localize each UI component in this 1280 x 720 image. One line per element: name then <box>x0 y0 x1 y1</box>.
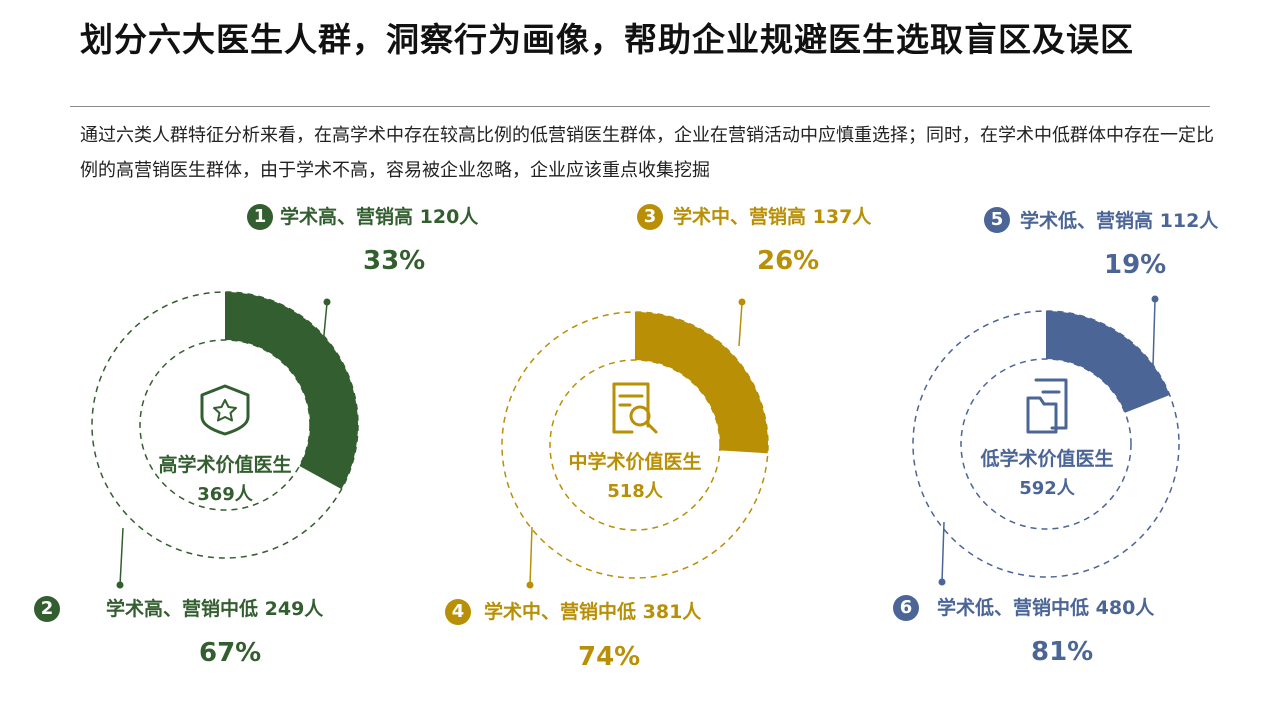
slice-high-marketing-high <box>225 292 359 490</box>
donut-chart-high <box>91 291 359 589</box>
slice-label-1-count: 120人 <box>419 206 479 228</box>
slice-label-3: 学术中、营销高 137人 <box>673 205 871 229</box>
star-badge-icon <box>200 384 250 436</box>
donut-chart-mid <box>501 298 769 589</box>
slice-mid-marketing-high <box>635 312 768 454</box>
center-label-high: 高学术价值医生 369人 <box>140 450 310 510</box>
center-total-high: 369人 <box>197 484 253 505</box>
donut-chart-low <box>912 295 1180 586</box>
page-subtitle: 通过六类人群特征分析来看，在高学术中存在较高比例的低营销医生群体，企业在营销活动… <box>80 125 1214 181</box>
leader-dot-top-high <box>323 298 331 306</box>
document-search-icon <box>612 382 658 434</box>
inner-dashed-ring-high <box>139 339 311 511</box>
outer-dashed-ring-low <box>912 310 1180 578</box>
page-title: 划分六大医生人群，洞察行为画像，帮助企业规避医生选取盲区及误区 <box>80 20 1134 59</box>
badge-2: 2 <box>34 596 60 622</box>
title-divider <box>70 106 1210 107</box>
leader-dot-bottom-high <box>116 581 124 589</box>
leader-dot-bottom-mid <box>526 581 534 589</box>
center-title-low: 低学术价值医生 <box>980 448 1114 470</box>
leader-line-bottom-high <box>119 527 124 586</box>
slice-label-6-count: 480人 <box>1095 597 1155 619</box>
percent-label-1: 33% <box>363 246 426 276</box>
center-total-mid: 518人 <box>607 481 663 502</box>
slice-label-2-count: 249人 <box>264 598 324 620</box>
inner-dashed-ring-low <box>960 358 1132 530</box>
slice-label-1-text: 学术高、营销高 <box>280 206 414 228</box>
slice-label-3-text: 学术中、营销高 <box>673 206 807 228</box>
leader-line-top-low <box>1152 299 1156 367</box>
leader-line-bottom-low <box>941 521 945 583</box>
folder-document-icon <box>1026 378 1068 434</box>
slice-low-marketing-high <box>1046 311 1170 413</box>
leader-line-bottom-mid <box>529 526 533 586</box>
percent-label-6: 81% <box>1031 637 1094 667</box>
slice-label-4-text: 学术中、营销中低 <box>484 601 637 623</box>
slice-label-5: 学术低、营销高 112人 <box>1020 209 1218 233</box>
badge-3: 3 <box>637 204 663 230</box>
slice-label-6: 学术低、营销中低 480人 <box>937 596 1154 620</box>
slice-label-3-count: 137人 <box>812 206 872 228</box>
slice-label-2: 学术高、营销中低 249人 <box>106 597 323 621</box>
center-label-low: 低学术价值医生 592人 <box>962 444 1132 504</box>
center-label-mid: 中学术价值医生 518人 <box>550 447 720 507</box>
slice-label-1: 学术高、营销高 120人 <box>280 205 478 229</box>
percent-label-4: 74% <box>578 642 641 672</box>
badge-6: 6 <box>893 595 919 621</box>
slice-label-6-text: 学术低、营销中低 <box>937 597 1090 619</box>
percent-label-2: 67% <box>199 638 262 668</box>
center-title-high: 高学术价值医生 <box>158 454 292 476</box>
leader-dot-bottom-low <box>938 578 946 586</box>
slice-label-4-count: 381人 <box>642 601 702 623</box>
slice-label-5-count: 112人 <box>1159 210 1219 232</box>
percent-label-3: 26% <box>757 246 820 276</box>
center-title-mid: 中学术价值医生 <box>568 451 702 473</box>
badge-4: 4 <box>445 599 471 625</box>
leader-dot-top-mid <box>738 298 746 306</box>
slice-label-2-text: 学术高、营销中低 <box>106 598 259 620</box>
slice-label-5-text: 学术低、营销高 <box>1020 210 1154 232</box>
center-total-low: 592人 <box>1019 478 1075 499</box>
percent-label-5: 19% <box>1104 250 1167 280</box>
slice-label-4: 学术中、营销中低 381人 <box>484 600 701 624</box>
badge-5: 5 <box>984 207 1010 233</box>
leader-line-top-high <box>322 302 328 346</box>
leader-dot-top-low <box>1151 295 1159 303</box>
badge-1: 1 <box>247 204 273 230</box>
inner-dashed-ring-mid <box>549 359 721 531</box>
leader-line-top-mid <box>738 302 743 347</box>
